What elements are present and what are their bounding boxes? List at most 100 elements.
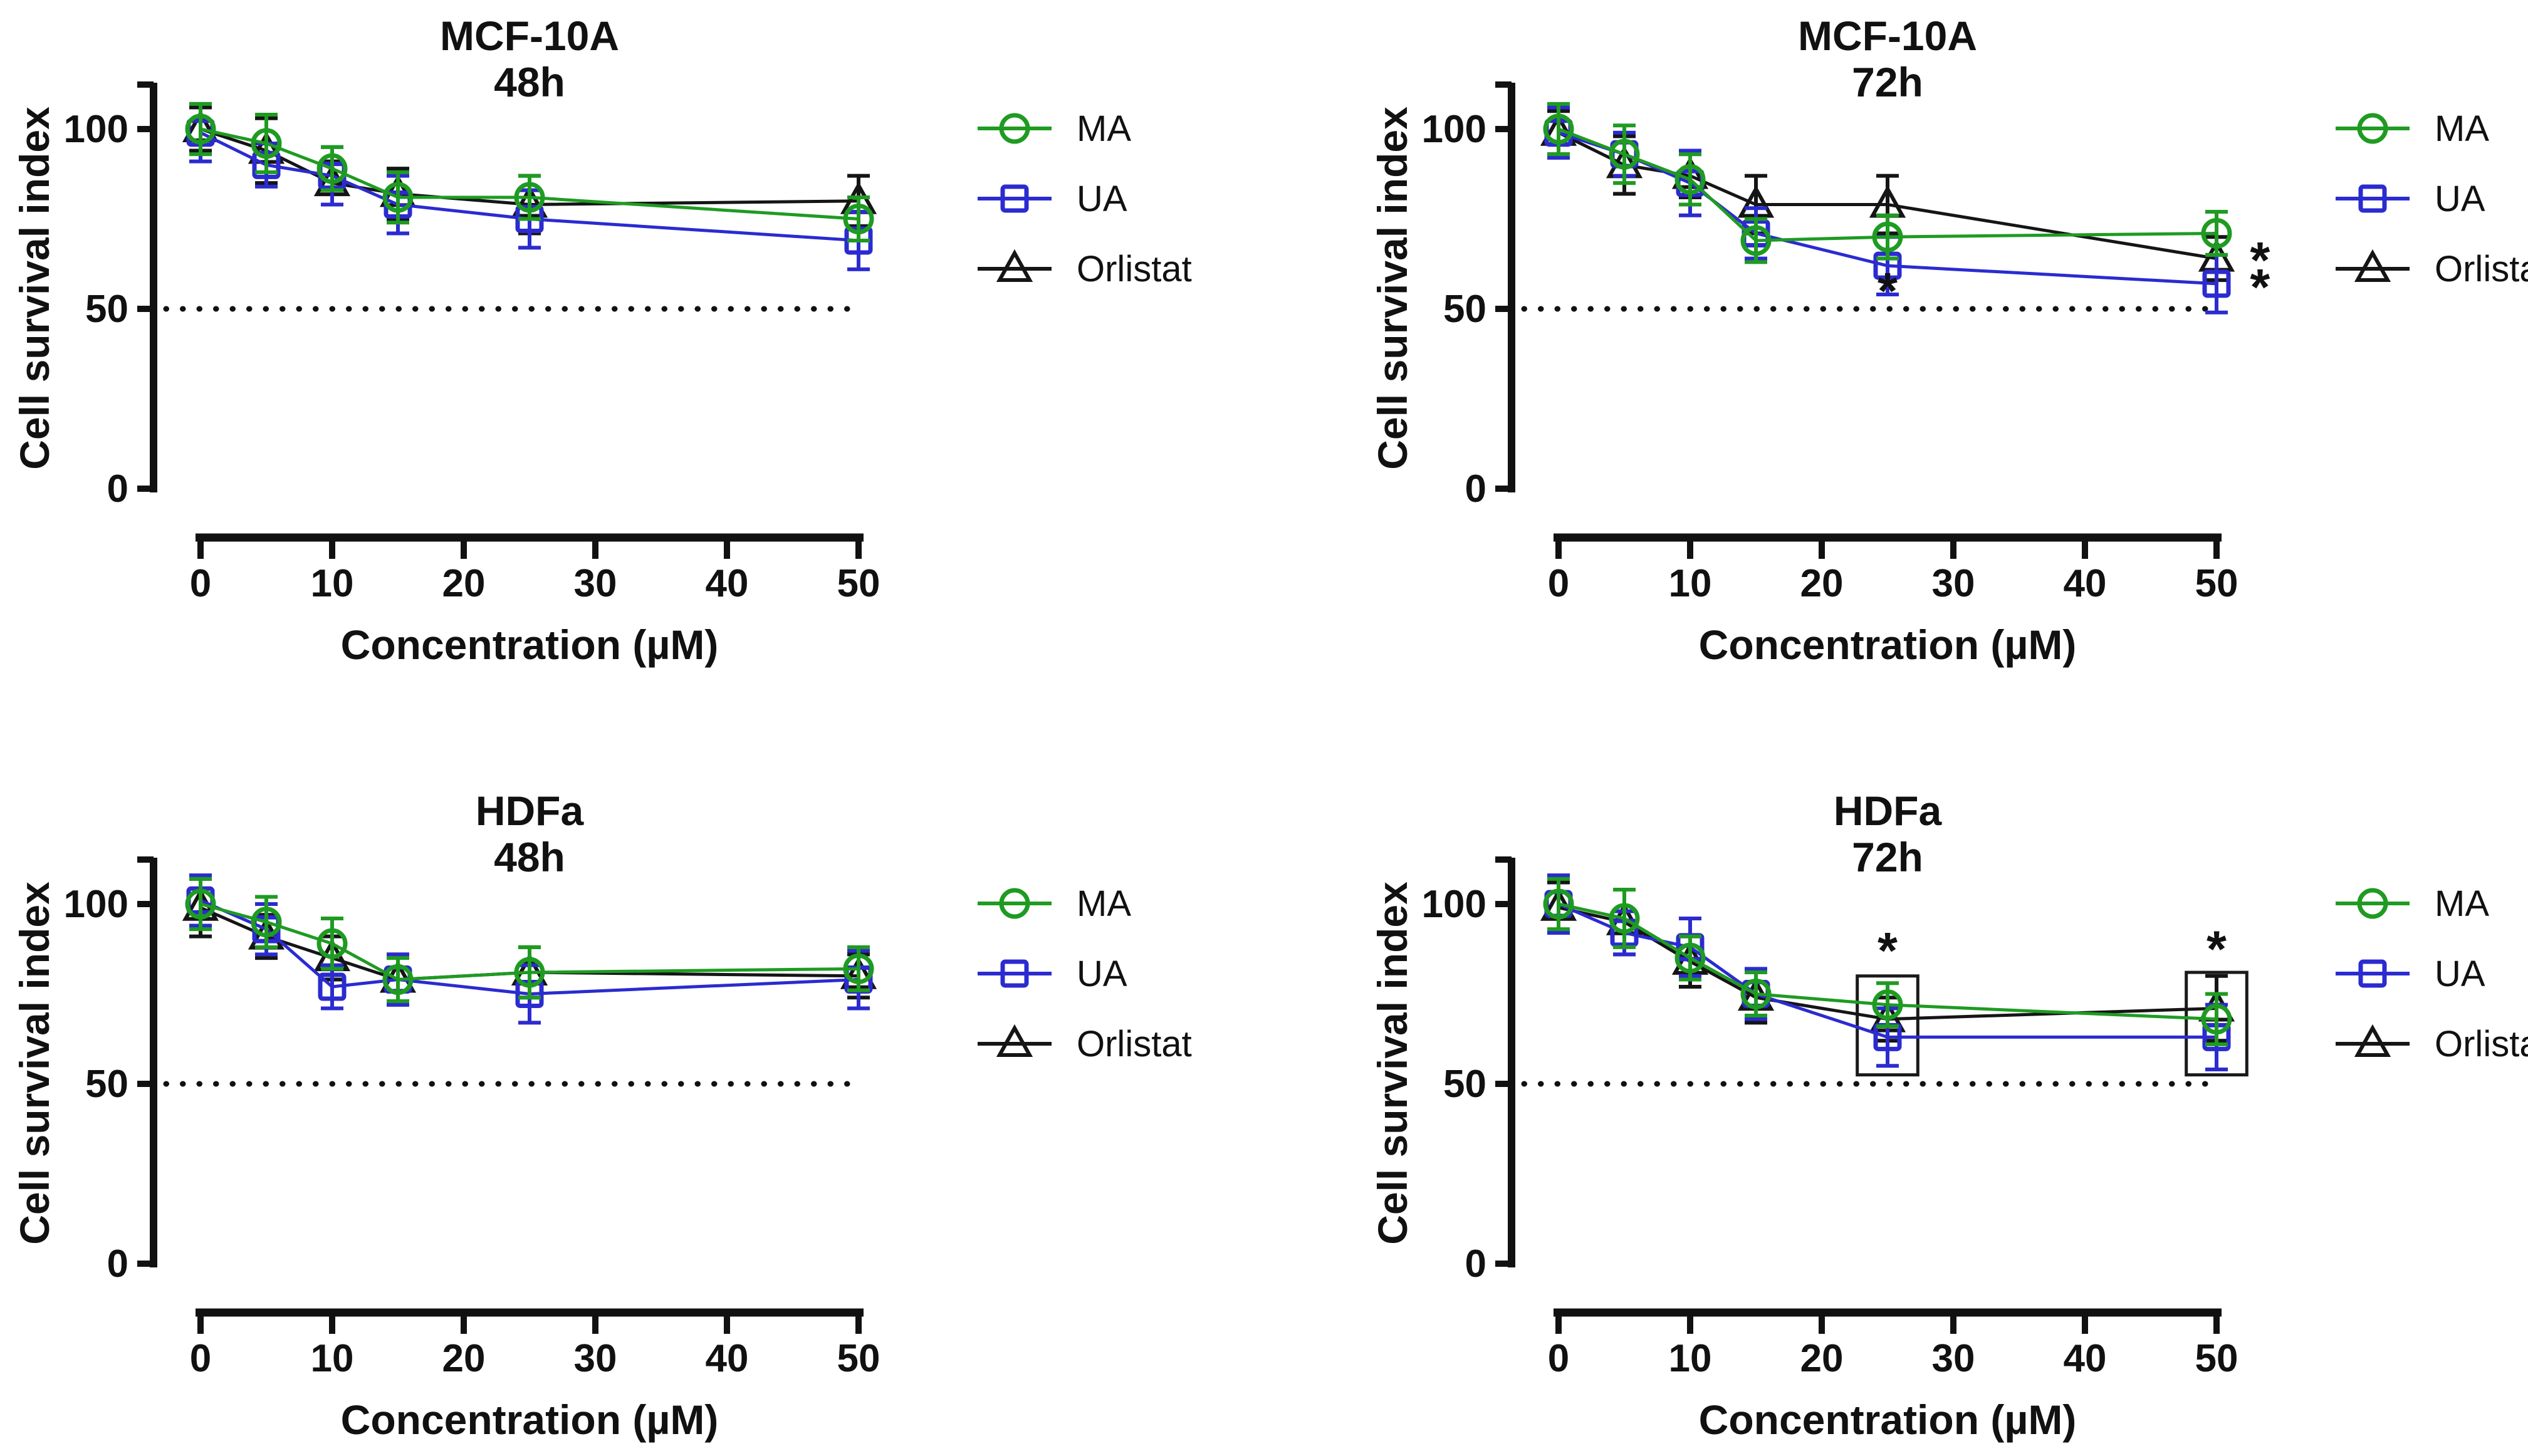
circle-marker-icon bbox=[1740, 979, 1772, 1009]
x-tick-label: 40 bbox=[2064, 1337, 2107, 1380]
y-axis: 0 50 100 bbox=[64, 81, 157, 511]
significance-box bbox=[2185, 970, 2249, 1077]
legend-item-ua: UA bbox=[2336, 954, 2485, 994]
y-tick-label: 100 bbox=[64, 108, 128, 151]
panel-mcf10a-48h: MCF-10A 48h 0 50 100 Cell survival index 0 10 20… bbox=[0, 0, 1264, 728]
x-tick-label: 20 bbox=[1800, 1337, 1844, 1380]
legend: MA UA Orlistat bbox=[2336, 883, 2528, 1064]
x-tick-label: 50 bbox=[837, 1337, 880, 1380]
circle-marker-icon bbox=[843, 204, 874, 234]
square-icon bbox=[1000, 959, 1029, 988]
significance-asterisk: * bbox=[2250, 259, 2270, 316]
x-tick-label: 0 bbox=[190, 1337, 211, 1380]
legend-label: Orlistat bbox=[1077, 1024, 1192, 1064]
x-tick-label: 10 bbox=[1669, 1337, 1712, 1380]
panel-title: HDFa bbox=[476, 788, 585, 834]
circle-icon bbox=[2357, 888, 2388, 919]
square-icon bbox=[2358, 184, 2387, 213]
panel-title: MCF-10A bbox=[1798, 13, 1977, 59]
legend-label: MA bbox=[1077, 108, 1131, 149]
legend-item-ma: MA bbox=[978, 883, 1131, 924]
x-tick-label: 40 bbox=[706, 562, 749, 605]
circle-marker-icon bbox=[251, 907, 282, 938]
y-tick-label: 50 bbox=[1443, 1063, 1486, 1106]
x-tick-label: 0 bbox=[1548, 1337, 1569, 1380]
circle-marker-icon bbox=[382, 182, 414, 213]
y-tick-label: 0 bbox=[107, 1242, 128, 1286]
legend-label: MA bbox=[2435, 883, 2489, 924]
panel-subtitle: 72h bbox=[1852, 59, 1923, 105]
y-tick-label: 0 bbox=[1465, 1242, 1486, 1286]
circle-marker-icon bbox=[1674, 164, 1706, 195]
circle-marker-icon bbox=[1609, 903, 1640, 934]
circle-marker-icon bbox=[382, 964, 414, 996]
y-axis-title: Cell survival index bbox=[11, 107, 58, 470]
x-axis: 0 10 20 30 40 50 bbox=[1548, 1308, 2238, 1380]
circle-marker-icon bbox=[185, 888, 216, 920]
x-tick-label: 30 bbox=[574, 562, 617, 605]
legend-item-orlistat: Orlistat bbox=[978, 249, 1192, 289]
y-tick-label: 100 bbox=[1422, 108, 1486, 151]
y-tick-label: 50 bbox=[1443, 288, 1486, 331]
legend-label: UA bbox=[1077, 954, 1127, 994]
y-axis-title: Cell survival index bbox=[11, 881, 58, 1245]
square-marker-icon bbox=[2202, 269, 2231, 298]
y-tick-label: 0 bbox=[1465, 467, 1486, 511]
series-MA bbox=[1543, 101, 2232, 264]
legend-label: UA bbox=[2435, 179, 2485, 219]
triangle-icon bbox=[2354, 1024, 2391, 1057]
y-tick-label: 50 bbox=[85, 1063, 128, 1106]
triangle-icon bbox=[2354, 249, 2391, 282]
legend-label: Orlistat bbox=[2435, 249, 2528, 289]
legend-label: UA bbox=[2435, 954, 2485, 994]
y-tick-label: 100 bbox=[64, 883, 128, 926]
x-tick-label: 50 bbox=[2195, 562, 2238, 605]
x-axis: 0 10 20 30 40 50 bbox=[1548, 533, 2238, 605]
legend-item-ma: MA bbox=[2336, 108, 2489, 149]
circle-marker-icon bbox=[514, 182, 545, 213]
circle-marker-icon bbox=[1872, 989, 1903, 1021]
legend-item-ma: MA bbox=[2336, 883, 2489, 924]
square-icon bbox=[2358, 959, 2387, 988]
y-axis: 0 50 100 bbox=[1422, 81, 1515, 511]
x-tick-label: 20 bbox=[1800, 562, 1844, 605]
circle-icon bbox=[2357, 113, 2388, 144]
x-tick-label: 10 bbox=[311, 562, 354, 605]
significance-asterisk: * bbox=[2250, 232, 2270, 289]
x-axis-title: Concentration (µM) bbox=[341, 621, 719, 668]
circle-marker-icon bbox=[1872, 221, 1903, 252]
x-tick-label: 0 bbox=[190, 562, 211, 605]
panel-subtitle: 48h bbox=[494, 59, 565, 105]
legend: MA UA Orlistat bbox=[978, 108, 1192, 289]
x-tick-label: 20 bbox=[442, 1337, 486, 1380]
y-tick-label: 0 bbox=[107, 467, 128, 511]
circle-marker-icon bbox=[316, 928, 348, 959]
x-tick-label: 0 bbox=[1548, 562, 1569, 605]
square-icon bbox=[1000, 184, 1029, 213]
circle-marker-icon bbox=[843, 953, 874, 984]
circle-marker-icon bbox=[1740, 225, 1772, 256]
x-tick-label: 40 bbox=[2064, 562, 2107, 605]
x-axis-title: Concentration (µM) bbox=[1699, 1396, 2077, 1443]
circle-marker-icon bbox=[514, 957, 545, 988]
x-tick-label: 50 bbox=[837, 562, 880, 605]
x-tick-label: 20 bbox=[442, 562, 486, 605]
legend-item-ua: UA bbox=[978, 179, 1127, 219]
series-MA bbox=[185, 876, 874, 1003]
panel-title: HDFa bbox=[1834, 788, 1943, 834]
square-marker-icon bbox=[318, 972, 347, 1001]
circle-marker-icon bbox=[1609, 138, 1640, 170]
series-MA bbox=[185, 101, 874, 242]
x-tick-label: 30 bbox=[1932, 1337, 1975, 1380]
significance-asterisk: * bbox=[1878, 923, 1898, 980]
legend-item-orlistat: Orlistat bbox=[2336, 249, 2528, 289]
circle-icon bbox=[999, 113, 1030, 144]
significance-asterisk: * bbox=[2207, 921, 2227, 978]
y-axis-title: Cell survival index bbox=[1369, 881, 1416, 1245]
y-tick-label: 50 bbox=[85, 288, 128, 331]
x-axis-title: Concentration (µM) bbox=[1699, 621, 2077, 668]
panel-mcf10a-72h: MCF-10A 72h 0 50 100 Cell survival index 0 10 20… bbox=[1264, 0, 2528, 728]
